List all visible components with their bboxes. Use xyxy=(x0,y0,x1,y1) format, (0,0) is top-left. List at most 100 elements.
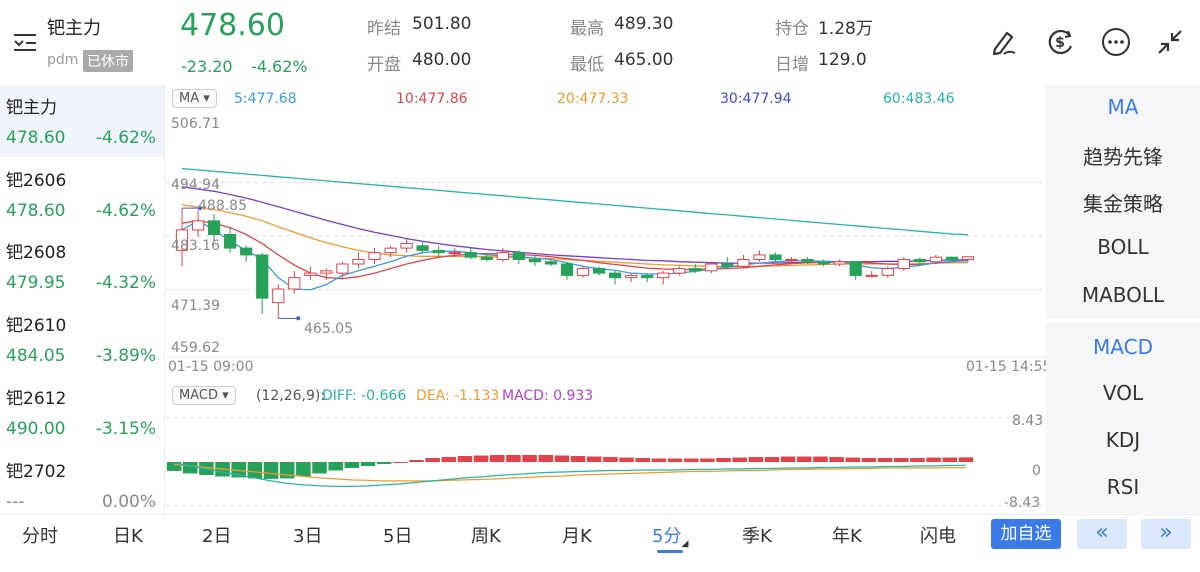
stat-value-daily-increase: 129.0 xyxy=(818,50,867,70)
candle-body xyxy=(464,252,477,258)
candle-body xyxy=(849,261,862,276)
tab-daily[interactable]: 日K xyxy=(113,526,143,547)
chevron-down-icon: ▾ xyxy=(222,388,229,403)
macd-axis-label: -8.43 xyxy=(1004,495,1041,511)
indicator-maboll[interactable]: MABOLL xyxy=(1081,283,1165,307)
macd-bar xyxy=(603,457,618,462)
stat-value-open-interest: 1.28万 xyxy=(818,19,873,39)
tab-5min[interactable]: 5分◢ xyxy=(652,522,688,549)
menu-icon[interactable] xyxy=(12,31,38,53)
macd-bar xyxy=(829,457,844,462)
low-price-label: 465.05 xyxy=(304,321,353,337)
indicator-vol[interactable]: VOL xyxy=(1102,381,1144,405)
macd-axis-label: 0 xyxy=(1032,463,1041,479)
stat-value-high: 489.30 xyxy=(614,14,674,34)
indicator-trend[interactable]: 趋势先锋 xyxy=(1083,145,1163,169)
contract-item[interactable]: 钯2608 479.95 -4.32% xyxy=(0,230,164,302)
candle-body xyxy=(881,268,894,276)
header: 钯主力 pdm 已休市 478.60 -23.20 -4.62% 昨结 501.… xyxy=(0,0,1200,85)
prev-button[interactable]: « xyxy=(1077,519,1127,549)
currency-icon[interactable]: $ xyxy=(1042,24,1078,60)
price-axis-label: 471.39 xyxy=(171,298,220,314)
contract-pct: -3.15% xyxy=(95,419,156,439)
macd-selector[interactable]: MACD ▾ xyxy=(172,386,236,405)
ma-selector[interactable]: MA ▾ xyxy=(172,89,217,108)
candle-body xyxy=(368,252,381,260)
contract-price: 479.95 xyxy=(6,273,66,293)
more-icon[interactable] xyxy=(1098,24,1134,60)
contract-price: 484.05 xyxy=(6,346,66,366)
stat-label-prev-settle: 昨结 xyxy=(367,19,401,39)
tab-weekly[interactable]: 周K xyxy=(471,526,501,547)
contract-item[interactable]: 钯2702 --- 0.00% xyxy=(0,449,164,515)
macd-chart[interactable] xyxy=(166,410,1046,514)
contract-item[interactable]: 钯主力 478.60 -4.62% xyxy=(0,85,164,157)
candle-body xyxy=(865,274,878,277)
candle-body xyxy=(544,261,558,265)
candle-body xyxy=(175,229,189,251)
candle-body xyxy=(304,272,317,276)
price-axis-label: 494.94 xyxy=(171,177,220,193)
macd-params: (12,26,9): xyxy=(256,388,326,404)
tab-2day[interactable]: 2日 xyxy=(202,526,232,547)
contract-pct: -4.62% xyxy=(95,201,156,221)
indicator-macd[interactable]: MACD xyxy=(1093,335,1153,359)
candle-body xyxy=(448,252,461,255)
indicator-ma[interactable]: MA xyxy=(1107,95,1139,119)
candle-body xyxy=(432,249,445,254)
diff-line xyxy=(173,462,966,488)
candle-body xyxy=(945,256,959,260)
candle-body xyxy=(897,258,910,270)
indicator-kdj[interactable]: KDJ xyxy=(1105,428,1141,452)
indicator-panel-top: MA 趋势先锋 集金策略 BOLL MABOLL xyxy=(1046,85,1200,319)
ma5-label: 5:477.68 xyxy=(234,91,297,107)
candle-body xyxy=(769,254,782,260)
last-price: 478.60 xyxy=(180,8,285,43)
contract-item[interactable]: 钯2610 484.05 -3.89% xyxy=(0,303,164,375)
contract-price: 478.60 xyxy=(6,128,66,148)
tab-3day[interactable]: 3日 xyxy=(293,526,323,547)
candle-body xyxy=(657,272,670,279)
indicator-gold[interactable]: 集金策略 xyxy=(1083,192,1163,216)
contract-price: 490.00 xyxy=(6,419,66,439)
time-axis-start: 01-15 09:00 xyxy=(168,359,254,375)
stat-value-open: 480.00 xyxy=(412,50,472,70)
tab-5min-label: 5分 xyxy=(652,526,682,547)
contract-price: 478.60 xyxy=(6,201,66,221)
indicator-boll[interactable]: BOLL xyxy=(1097,235,1149,259)
candle-body xyxy=(272,288,285,304)
candle-body xyxy=(480,256,493,260)
tab-monthly[interactable]: 月K xyxy=(562,526,592,547)
macd-bar xyxy=(376,462,392,464)
contract-item[interactable]: 钯2612 490.00 -3.15% xyxy=(0,376,164,448)
macd-bar xyxy=(328,462,343,471)
tab-quarterly[interactable]: 季K xyxy=(742,526,772,547)
tab-5day[interactable]: 5日 xyxy=(383,526,413,547)
stat-label-open-interest: 持仓 xyxy=(775,19,809,39)
candle-body xyxy=(288,277,301,290)
indicator-panel-bottom: MACD VOL KDJ RSI xyxy=(1046,323,1200,513)
macd-dea-label: DEA: -1.133 xyxy=(416,388,500,404)
next-button[interactable]: » xyxy=(1141,519,1191,549)
price-chart[interactable] xyxy=(166,112,1046,358)
macd-bar xyxy=(570,456,586,462)
macd-bar xyxy=(813,456,828,462)
tab-flash[interactable]: 闪电 xyxy=(920,526,956,547)
contract-item[interactable]: 钯2606 478.60 -4.62% xyxy=(0,158,164,230)
active-tab-underline xyxy=(657,550,683,553)
period-tabs xyxy=(0,514,1200,572)
tab-timeshare[interactable]: 分时 xyxy=(22,526,58,547)
add-watchlist-button[interactable]: 加自选 xyxy=(991,519,1061,549)
draw-icon[interactable] xyxy=(986,24,1022,60)
macd-bar xyxy=(910,458,925,462)
candle-body xyxy=(256,254,269,299)
macd-bar xyxy=(667,458,683,462)
tab-yearly[interactable]: 年K xyxy=(832,526,862,547)
macd-bar xyxy=(877,458,893,462)
macd-bar xyxy=(473,455,489,462)
indicator-rsi[interactable]: RSI xyxy=(1106,475,1140,499)
collapse-icon[interactable] xyxy=(1152,24,1188,60)
contract-list: 钯主力 478.60 -4.62% 钯2606 478.60 -4.62% 钯2… xyxy=(0,85,165,515)
macd-bar xyxy=(247,462,263,479)
macd-bar xyxy=(716,458,731,462)
